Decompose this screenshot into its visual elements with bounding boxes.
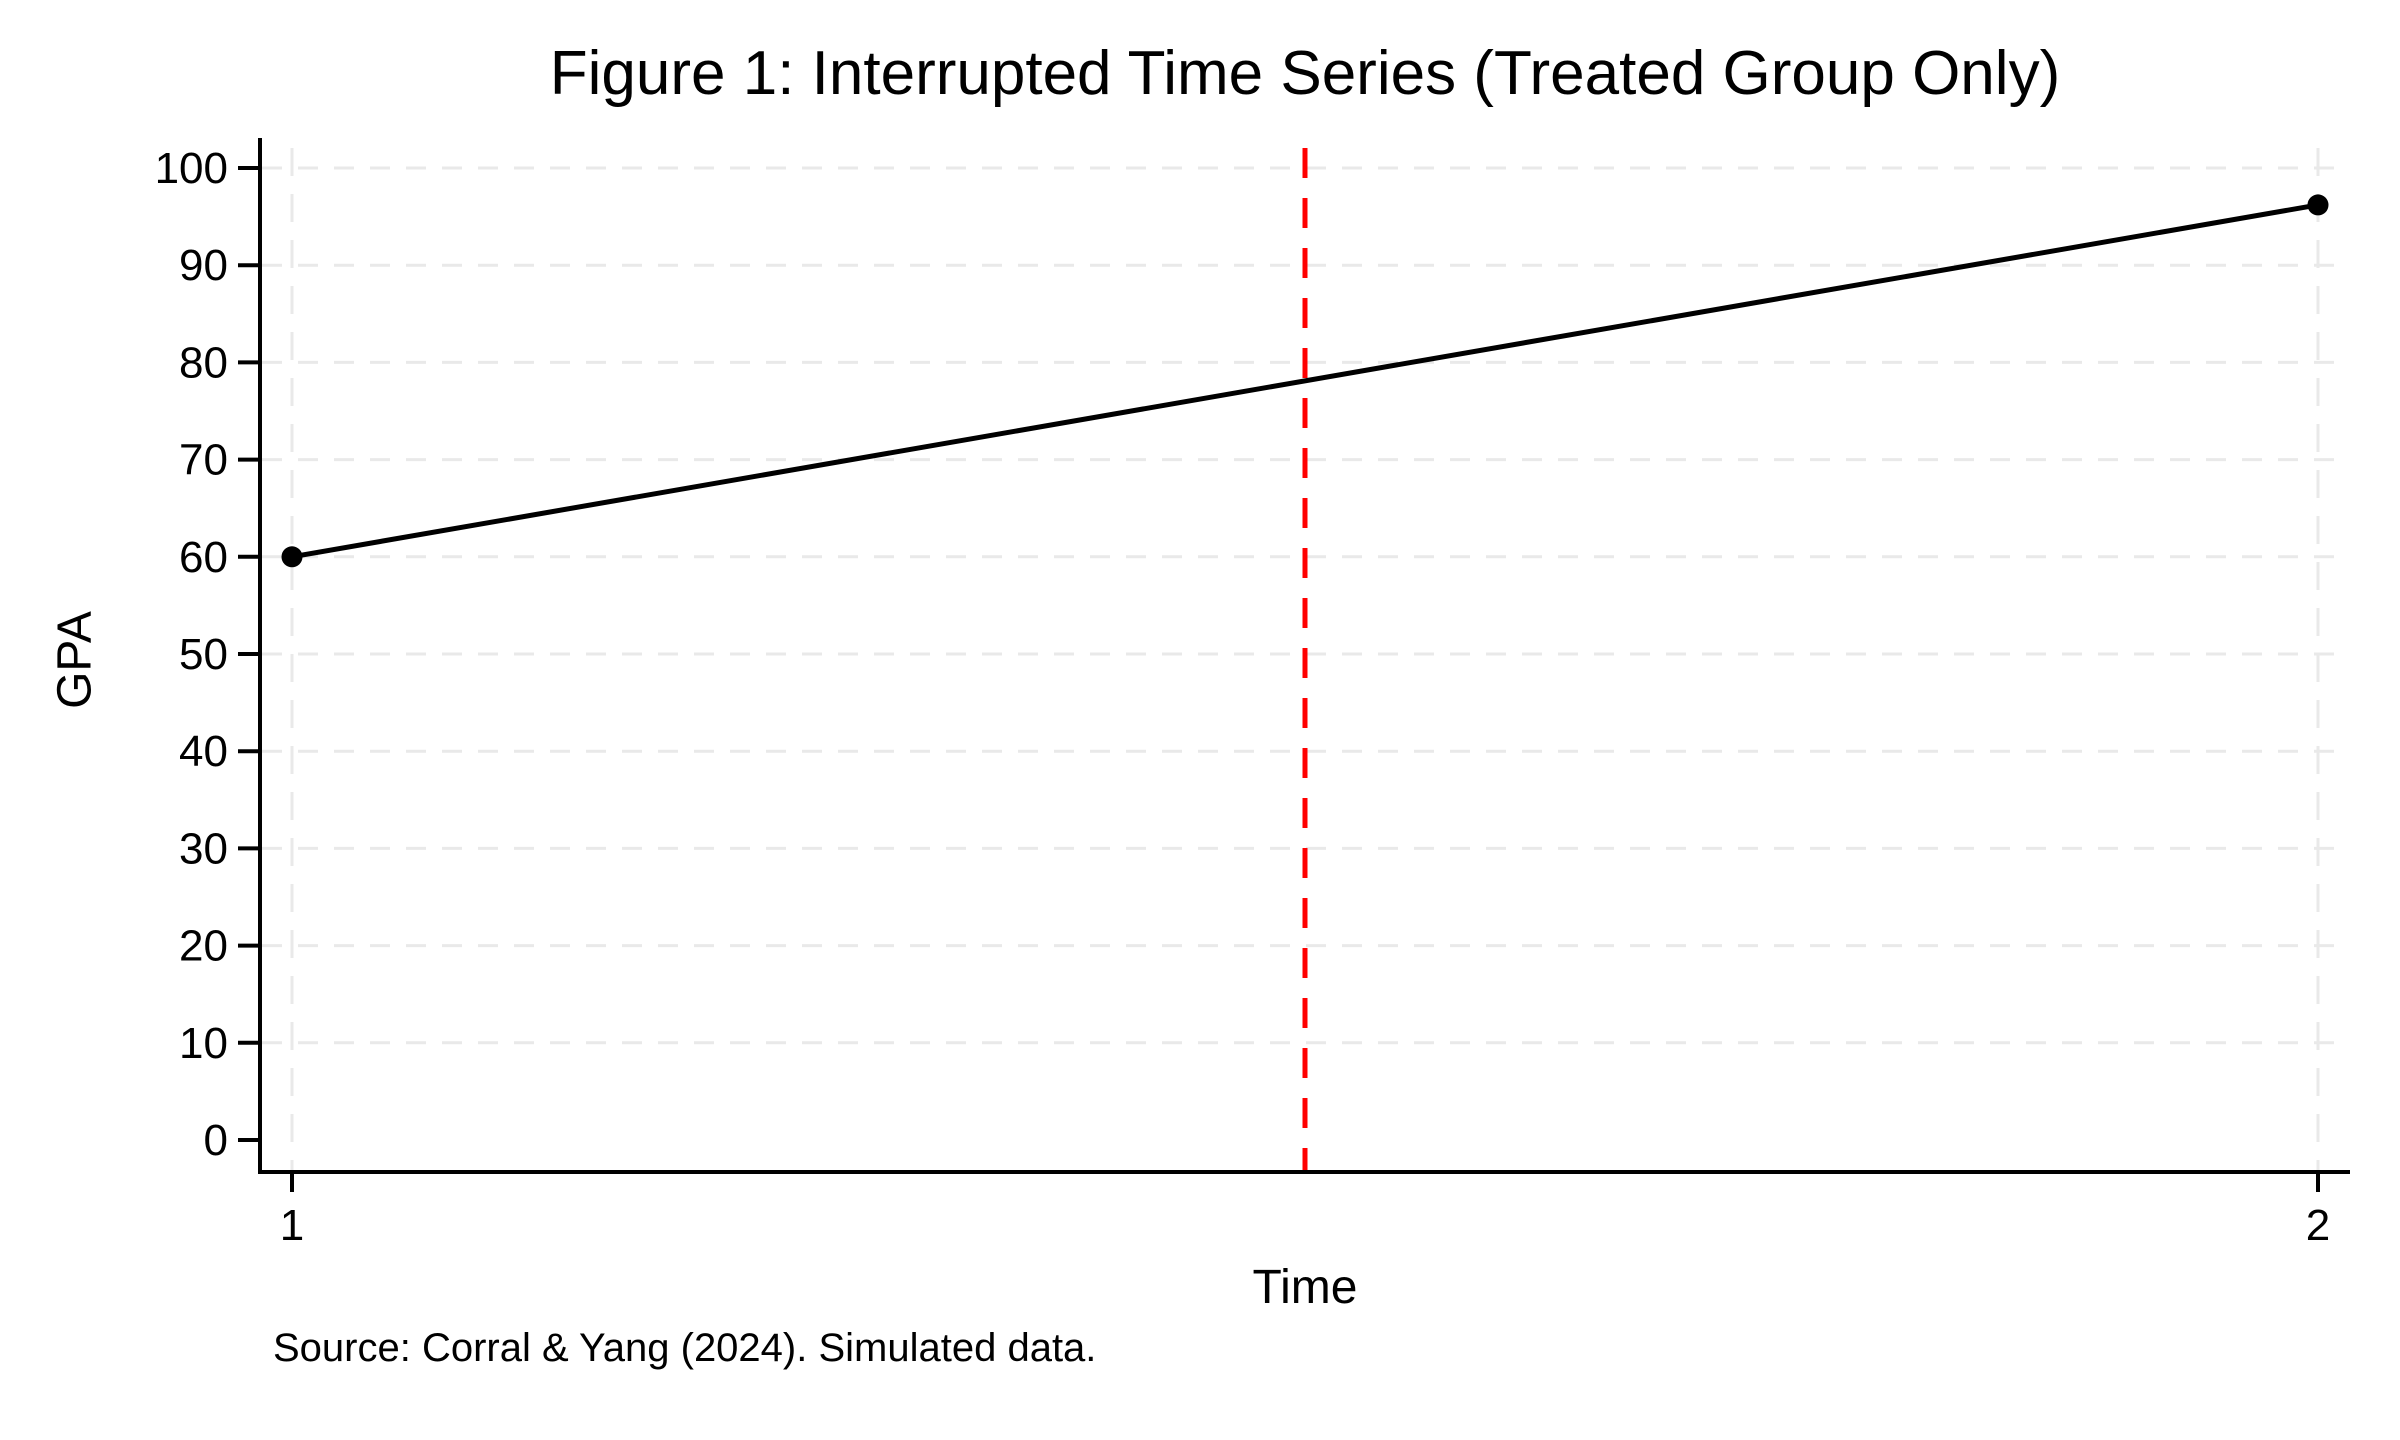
- y-tick-label: 40: [179, 727, 228, 776]
- y-tick-label: 10: [179, 1019, 228, 1068]
- y-tick-label: 50: [179, 630, 228, 679]
- source-note: Source: Corral & Yang (2024). Simulated …: [273, 1326, 1097, 1370]
- y-tick-label: 20: [179, 922, 228, 971]
- chart-title: Figure 1: Interrupted Time Series (Treat…: [549, 39, 2061, 108]
- data-point-marker: [281, 546, 303, 568]
- y-tick-label: 60: [179, 533, 228, 582]
- y-tick-label: 70: [179, 436, 228, 485]
- y-tick-label: 100: [155, 144, 228, 193]
- data-point-marker: [2307, 194, 2329, 216]
- y-tick-label: 30: [179, 824, 228, 873]
- y-tick-label: 90: [179, 241, 228, 290]
- x-axis-title: Time: [1252, 1261, 1358, 1314]
- x-tick-label: 1: [280, 1201, 304, 1250]
- series-line: [289, 202, 2321, 560]
- x-tick-label: 2: [2306, 1201, 2330, 1250]
- y-tick-label: 80: [179, 338, 228, 387]
- y-tick-label: 0: [204, 1116, 228, 1165]
